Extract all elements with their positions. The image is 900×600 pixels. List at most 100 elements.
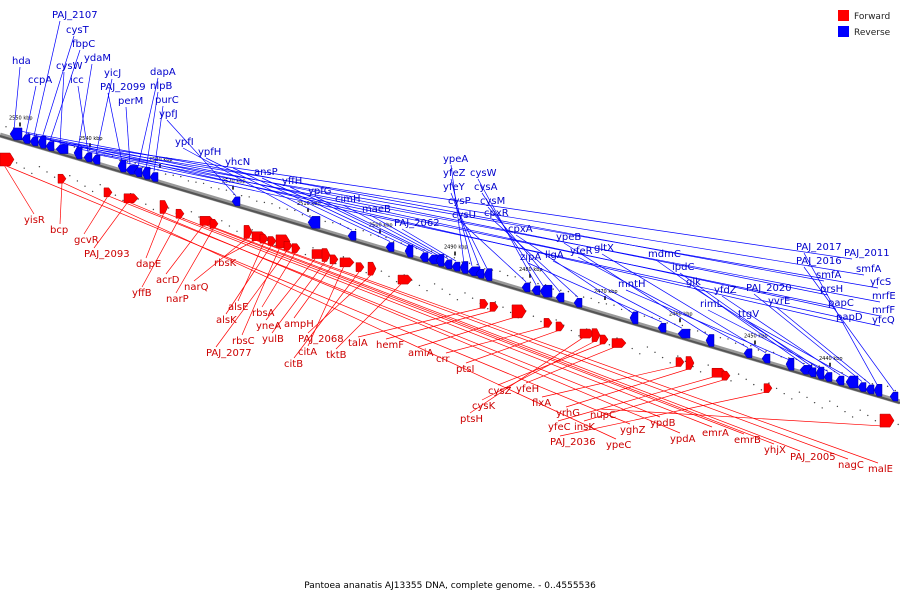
forward-gene-arrow	[721, 370, 731, 381]
tick-dot-forward	[699, 371, 702, 373]
forward-gene-label: ptsI	[456, 364, 474, 375]
tick-dot-reverse	[354, 228, 357, 231]
reverse-gene-leader	[95, 78, 113, 155]
forward-gene-label: yneA	[256, 321, 281, 332]
forward-gene-leader	[525, 346, 617, 384]
reverse-gene-label: fbpC	[72, 39, 95, 50]
reverse-gene-leader	[121, 161, 881, 327]
reverse-gene-arrow	[629, 311, 639, 325]
tick-dot-reverse	[453, 257, 456, 259]
reverse-gene-arrow	[865, 384, 875, 395]
tick-dot-forward	[23, 167, 25, 169]
forward-gene-arrow	[329, 254, 339, 265]
reverse-gene-label: rimL	[700, 299, 723, 310]
forward-gene-label: nupC	[590, 410, 616, 421]
reverse-gene-leader	[95, 153, 881, 317]
reverse-gene-arrow	[785, 357, 795, 371]
tick-dot-reverse	[73, 146, 76, 148]
legend-reverse-swatch	[838, 26, 849, 37]
reverse-gene-label: ypfH	[198, 147, 221, 158]
reverse-gene-arrow	[83, 152, 93, 163]
reverse-gene-leader	[41, 35, 75, 139]
forward-gene-arrow	[291, 243, 301, 253]
forward-gene-label: yisR	[24, 215, 45, 226]
tick-dot-forward	[426, 289, 428, 292]
tick-dot-reverse	[332, 222, 334, 224]
reverse-gene-arrow	[307, 216, 321, 229]
tick-dot-reverse	[263, 201, 266, 204]
tick-dot-reverse	[506, 274, 509, 277]
scale-tick-label: 2550 kbp	[9, 115, 33, 121]
tick-dot-reverse	[719, 337, 722, 339]
forward-gene-label: alsK	[216, 315, 237, 326]
tick-dot-forward	[487, 308, 489, 310]
reverse-gene-label: cysW	[56, 61, 83, 72]
reverse-gene-arrow	[889, 391, 899, 402]
reverse-gene-leader	[25, 133, 829, 296]
forward-gene-leader	[3, 164, 631, 425]
tick-dot-forward	[365, 271, 367, 274]
tick-dot-reverse	[552, 288, 554, 290]
forward-gene-leader	[465, 329, 561, 364]
reverse-gene-arrow	[835, 375, 845, 386]
tick-dot-forward	[122, 199, 124, 202]
reverse-gene-label: cimH	[335, 194, 361, 205]
tick-dot-reverse	[195, 181, 197, 183]
reverse-gene-leader	[25, 85, 37, 134]
tick-dot-forward	[441, 288, 443, 290]
reverse-gene-arrow	[807, 367, 817, 377]
reverse-gene-leader	[77, 85, 89, 152]
tick-dot-reverse	[871, 383, 874, 385]
reverse-gene-label: cysM	[480, 196, 505, 207]
forward-gene-leader	[61, 181, 617, 440]
tick-dot-forward	[745, 378, 747, 381]
tick-dot-forward	[646, 346, 649, 348]
tick-dot-forward	[502, 306, 504, 308]
reverse-gene-label: zipA	[520, 252, 541, 263]
reverse-gene-label: ypeA	[443, 154, 468, 165]
forward-gene-label: acrD	[156, 275, 180, 286]
reverse-gene-arrow	[845, 375, 859, 389]
legend: Forward Reverse	[838, 10, 891, 38]
tick-dot-forward	[221, 220, 223, 222]
forward-gene-label: yffB	[132, 288, 152, 299]
forward-gene-leader	[385, 310, 495, 340]
tick-dot-forward	[76, 180, 79, 182]
reverse-gene-leader	[401, 228, 457, 262]
reverse-gene-arrow	[815, 366, 825, 380]
scale-tick-label: 2480 kbp	[519, 267, 543, 273]
tick-dot-forward	[91, 190, 94, 193]
tick-dot-reverse	[734, 342, 737, 344]
tick-dot-forward	[198, 216, 200, 218]
tick-dot-forward	[844, 410, 846, 413]
scale-tick-label: 2450 kbp	[744, 334, 768, 340]
tick-dot-reverse	[476, 263, 478, 266]
reverse-gene-leader	[477, 178, 537, 285]
tick-dot-forward	[304, 253, 307, 256]
tick-dot-reverse	[164, 173, 167, 175]
tick-dot-reverse	[666, 322, 668, 324]
reverse-gene-arrow	[37, 136, 47, 149]
forward-gene-arrow	[283, 241, 293, 251]
tick-dot-forward	[380, 270, 383, 272]
forward-gene-arrow	[243, 225, 253, 239]
forward-gene-leader	[215, 249, 289, 348]
tick-dot-forward	[53, 176, 56, 178]
tick-dot-reverse	[271, 202, 273, 205]
tick-dot-reverse	[187, 180, 190, 182]
reverse-gene-leader	[459, 220, 527, 283]
reverse-gene-label: mntH	[618, 279, 646, 290]
forward-gene-leader	[127, 201, 681, 434]
tick-dot-reverse	[172, 174, 174, 177]
chromosome-backbone-core	[0, 135, 900, 404]
tick-dot-forward	[730, 380, 732, 382]
forward-gene-arrow	[675, 357, 685, 367]
tick-dot-forward	[418, 284, 421, 287]
forward-gene-label: gcvR	[74, 235, 99, 246]
tick-dot-forward	[38, 165, 41, 168]
reverse-gene-arrow	[823, 372, 833, 382]
forward-gene-label: crr	[436, 354, 450, 365]
tick-dot-forward	[631, 347, 633, 350]
forward-gene-leader	[107, 195, 661, 418]
reverse-gene-label: cysT	[66, 25, 90, 36]
